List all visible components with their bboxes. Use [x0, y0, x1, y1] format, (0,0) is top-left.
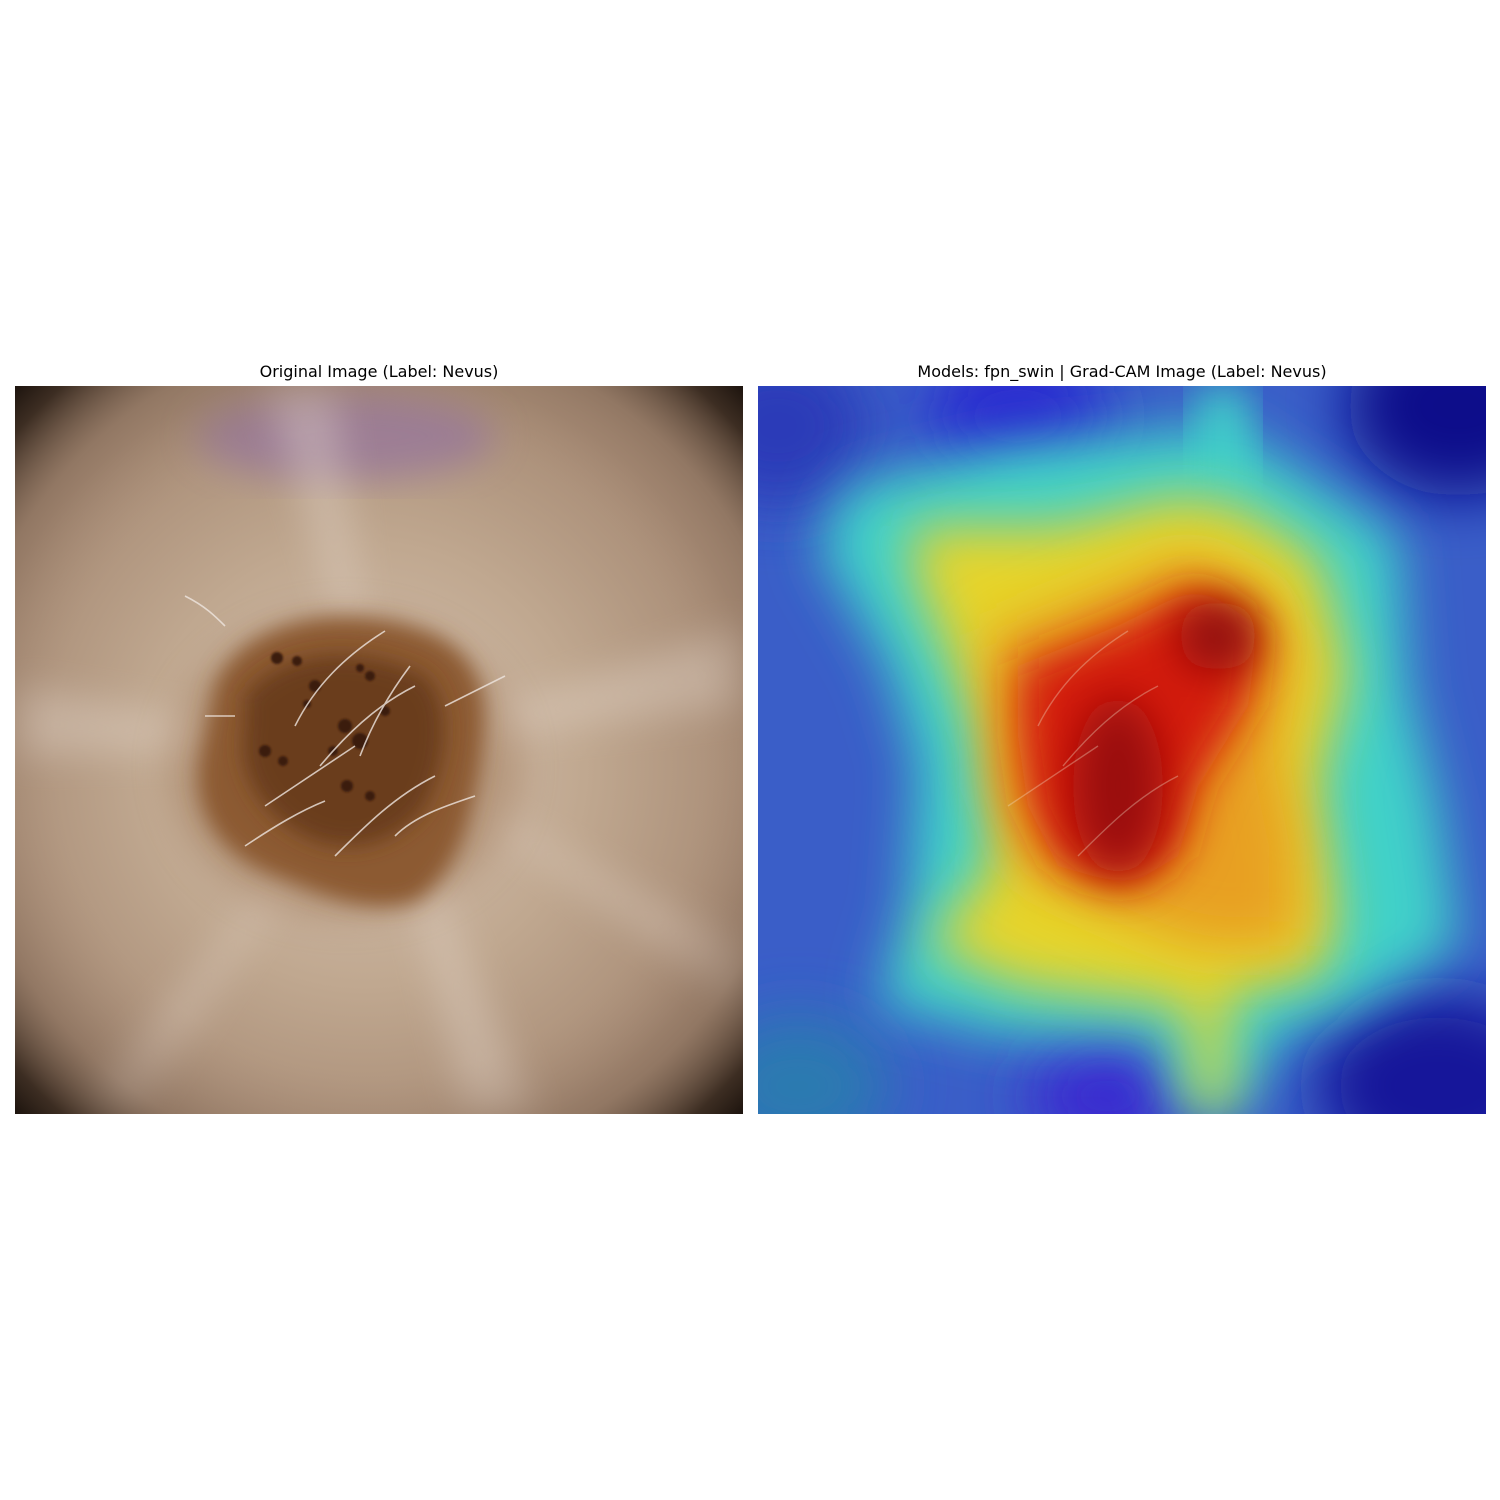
original-image	[15, 386, 743, 1114]
left-panel-title: Original Image (Label: Nevus)	[259, 362, 499, 381]
grad-cam-image	[758, 386, 1486, 1114]
right-panel-title: Models: fpn_swin | Grad-CAM Image (Label…	[917, 362, 1327, 381]
